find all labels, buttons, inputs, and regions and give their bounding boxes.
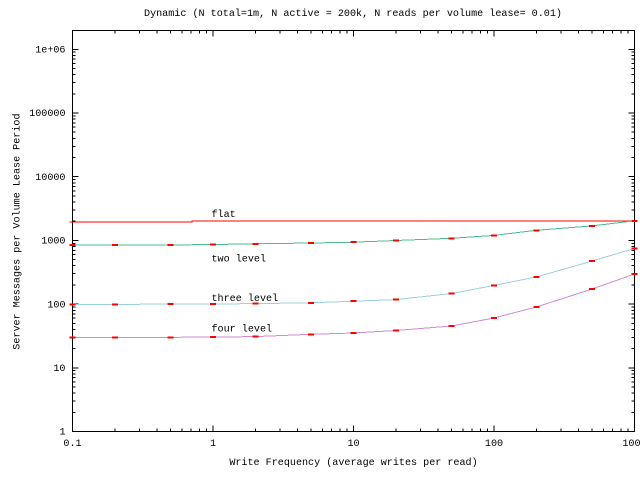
svg-text:10000: 10000: [35, 173, 65, 184]
svg-text:three level: three level: [212, 293, 279, 305]
svg-text:100: 100: [485, 439, 503, 450]
svg-text:Server Messages per Volume Lea: Server Messages per Volume Lease Period: [12, 113, 24, 349]
svg-text:0.1: 0.1: [63, 439, 81, 450]
svg-text:Dynamic (N total=1m, N active: Dynamic (N total=1m, N active = 200k, N …: [144, 8, 562, 20]
svg-text:1: 1: [210, 439, 216, 450]
svg-text:Write Frequency (average write: Write Frequency (average writes per read…: [229, 457, 477, 469]
svg-text:two level: two level: [212, 254, 267, 266]
svg-text:10: 10: [347, 439, 359, 450]
svg-text:flat: flat: [212, 209, 236, 221]
svg-text:1000: 1000: [622, 439, 640, 450]
svg-text:four level: four level: [212, 324, 273, 336]
svg-text:100000: 100000: [29, 109, 65, 120]
svg-text:100: 100: [47, 300, 65, 311]
svg-text:10: 10: [53, 364, 65, 375]
svg-text:1000: 1000: [41, 237, 65, 248]
svg-text:1: 1: [59, 428, 65, 439]
svg-text:1e+06: 1e+06: [35, 46, 65, 57]
